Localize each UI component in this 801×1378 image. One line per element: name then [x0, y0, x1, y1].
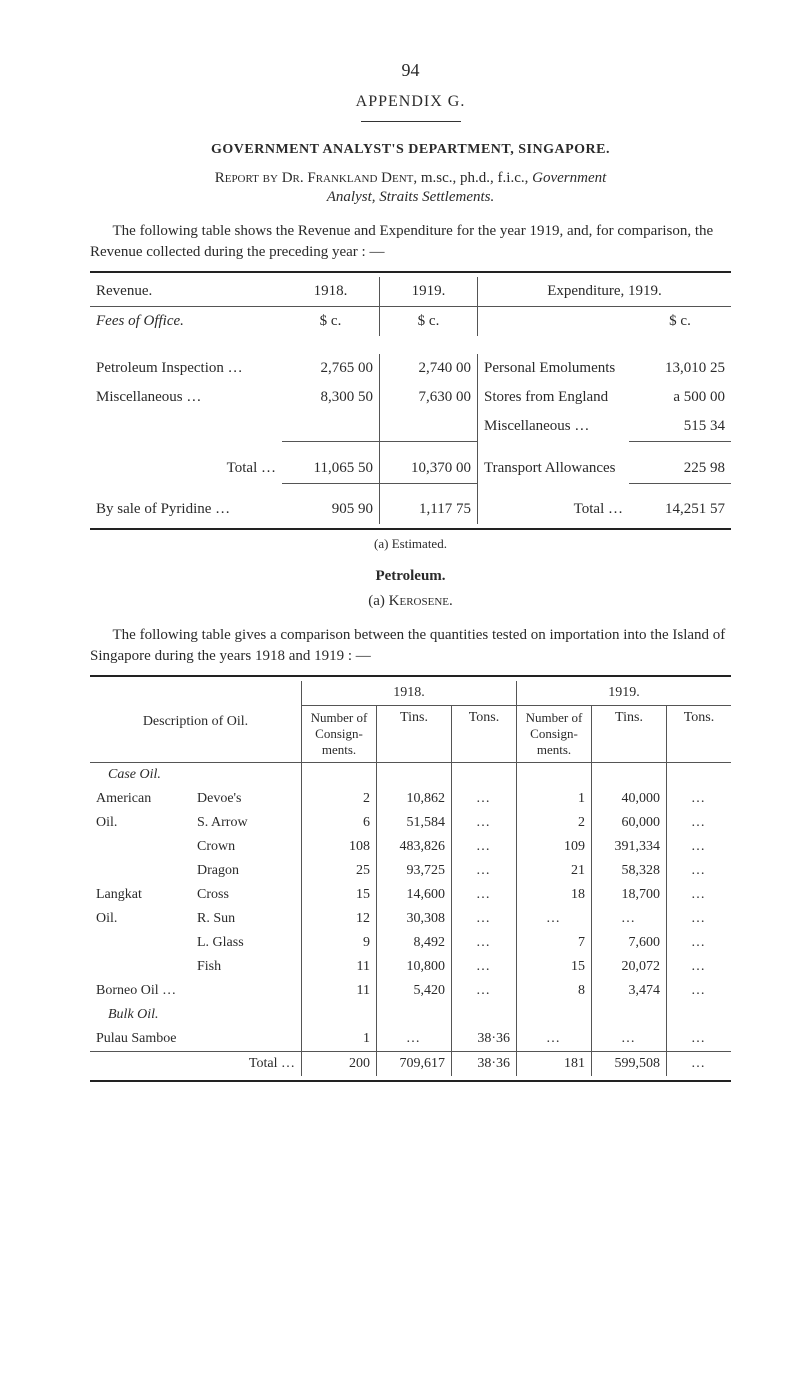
- rev-header-1919: 1919.: [380, 277, 478, 307]
- pyridine-v2: 1,117 75: [380, 495, 478, 524]
- page: 94 APPENDIX G. GOVERNMENT ANALYST'S DEPA…: [0, 0, 801, 1126]
- appendix-title: APPENDIX G.: [90, 93, 731, 111]
- kerosene-heading: (a) Kerosene.: [90, 593, 731, 610]
- table-row: L. Glass 9 8,492 … 7 7,600 …: [90, 931, 731, 955]
- kerosene-prefix: (a): [368, 593, 388, 609]
- group1: American: [90, 787, 177, 811]
- exp-total-label: Total …: [478, 495, 630, 524]
- pyridine-label: By sale of Pyridine …: [90, 495, 282, 524]
- tn1: …: [452, 787, 517, 811]
- kero-1919-header: 1919.: [517, 681, 732, 706]
- kero-num-header: Number of Consign-ments.: [302, 706, 377, 763]
- rev-v1: 2,765 00: [282, 354, 380, 383]
- report-prefix: Report by: [215, 170, 282, 186]
- intro-paragraph: The following table shows the Revenue an…: [90, 221, 731, 263]
- department-title: GOVERNMENT ANALYST'S DEPARTMENT, SINGAPO…: [90, 142, 731, 158]
- exp-label: Miscellaneous …: [478, 412, 630, 442]
- fees-c4: $ c.: [629, 307, 731, 336]
- rev-v1: [282, 412, 380, 442]
- pyridine-v1: 905 90: [282, 495, 380, 524]
- exp-label: Stores from England: [478, 383, 630, 412]
- kero-tons-header: Tons.: [452, 706, 517, 763]
- report-author: Dr. Frankland Dent,: [282, 170, 421, 186]
- report-italic: Government: [532, 170, 606, 186]
- table-row: Dragon 25 93,725 … 21 58,328 …: [90, 859, 731, 883]
- oil-name: S. Arrow: [191, 811, 302, 835]
- exp-label: Personal Emoluments: [478, 354, 630, 383]
- kerosene-table: Description of Oil. 1918. 1919. Number o…: [90, 681, 731, 1076]
- kero-intro: The following table gives a comparison b…: [90, 625, 731, 667]
- case-oil-heading: Case Oil.: [90, 763, 302, 788]
- table-row: Total … 11,065 50 10,370 00 Transport Al…: [90, 454, 731, 484]
- rev-total-label: Total …: [90, 454, 282, 484]
- fees-label: Fees of Office.: [90, 307, 282, 336]
- table-row: Oil. R. Sun 12 30,308 … … … …: [90, 907, 731, 931]
- total-row: Total … 200 709,617 38·36 181 599,508 …: [90, 1052, 731, 1077]
- table-row: Oil. S. Arrow 6 51,584 … 2 60,000 …: [90, 811, 731, 835]
- rev-total-v1: 11,065 50: [282, 454, 380, 484]
- exp-total-val: 14,251 57: [629, 495, 731, 524]
- report-byline: Report by Dr. Frankland Dent, m.sc., ph.…: [90, 170, 731, 187]
- rev-label: Miscellaneous …: [90, 383, 282, 412]
- n1: 2: [302, 787, 377, 811]
- exp-val: 515 34: [629, 412, 731, 442]
- rev-v2: 2,740 00: [380, 354, 478, 383]
- kero-tins2-header: Tins.: [592, 706, 667, 763]
- table-row: Petroleum Inspection … 2,765 00 2,740 00…: [90, 354, 731, 383]
- kero-total-label: Total …: [90, 1052, 302, 1077]
- rev-v2: 7,630 00: [380, 383, 478, 412]
- exp-transport-val: 225 98: [629, 454, 731, 484]
- revenue-table: Revenue. 1918. 1919. Expenditure, 1919. …: [90, 277, 731, 524]
- pulau-label: Pulau Samboe: [90, 1027, 302, 1052]
- bulk-oil-heading: Bulk Oil.: [90, 1003, 302, 1027]
- t1: 10,862: [377, 787, 452, 811]
- rev-total-v2: 10,370 00: [380, 454, 478, 484]
- table-row: Crown 108 483,826 … 109 391,334 …: [90, 835, 731, 859]
- kero-desc-header: Description of Oil.: [90, 681, 302, 763]
- rev-header-expenditure: Expenditure, 1919.: [478, 277, 732, 307]
- rev-header-1918: 1918.: [282, 277, 380, 307]
- rev-v2: [380, 412, 478, 442]
- fees-c2: $ c.: [380, 307, 478, 336]
- exp-transport-label: Transport Allowances: [478, 454, 630, 484]
- rev-footnote: (a) Estimated.: [90, 536, 731, 552]
- kero-num2-header: Number of Consign-ments.: [517, 706, 592, 763]
- table-row: Borneo Oil … 11 5,420 … 8 3,474 …: [90, 979, 731, 1003]
- table-row: Pulau Samboe 1 … 38·36 … … …: [90, 1027, 731, 1052]
- table-row: Langkat Cross 15 14,600 … 18 18,700 …: [90, 883, 731, 907]
- brace: [177, 787, 191, 811]
- table-row: American Devoe's 2 10,862 … 1 40,000 …: [90, 787, 731, 811]
- kero-tons2-header: Tons.: [667, 706, 732, 763]
- exp-val: 13,010 25: [629, 354, 731, 383]
- table-row: Fish 11 10,800 … 15 20,072 …: [90, 955, 731, 979]
- exp-val: a 500 00: [629, 383, 731, 412]
- rev-label: Petroleum Inspection …: [90, 354, 282, 383]
- kero-top-rule: [90, 675, 731, 677]
- table-bottom-rule: [90, 528, 731, 530]
- rev-v1: 8,300 50: [282, 383, 380, 412]
- petroleum-heading: Petroleum.: [90, 568, 731, 585]
- fees-c3: [478, 307, 630, 336]
- table-row: By sale of Pyridine … 905 90 1,117 75 To…: [90, 495, 731, 524]
- kero-bottom-rule: [90, 1080, 731, 1082]
- page-number: 94: [90, 60, 731, 81]
- kerosene-text: Kerosene.: [389, 593, 453, 609]
- kero-tins-header: Tins.: [377, 706, 452, 763]
- kero-1918-header: 1918.: [302, 681, 517, 706]
- fees-c1: $ c.: [282, 307, 380, 336]
- tn2: …: [667, 787, 732, 811]
- report-credentials: m.sc., ph.d., f.i.c.,: [421, 170, 532, 186]
- rev-header-revenue: Revenue.: [90, 277, 282, 307]
- analyst-line: Analyst, Straits Settlements.: [90, 189, 731, 206]
- oil-name: Devoe's: [191, 787, 302, 811]
- divider: [361, 121, 461, 122]
- table-row: Miscellaneous … 515 34: [90, 412, 731, 442]
- n2: 1: [517, 787, 592, 811]
- table-top-rule: [90, 271, 731, 273]
- group2: Oil.: [90, 811, 177, 835]
- table-row: Miscellaneous … 8,300 50 7,630 00 Stores…: [90, 383, 731, 412]
- t2: 40,000: [592, 787, 667, 811]
- rev-label: [90, 412, 282, 442]
